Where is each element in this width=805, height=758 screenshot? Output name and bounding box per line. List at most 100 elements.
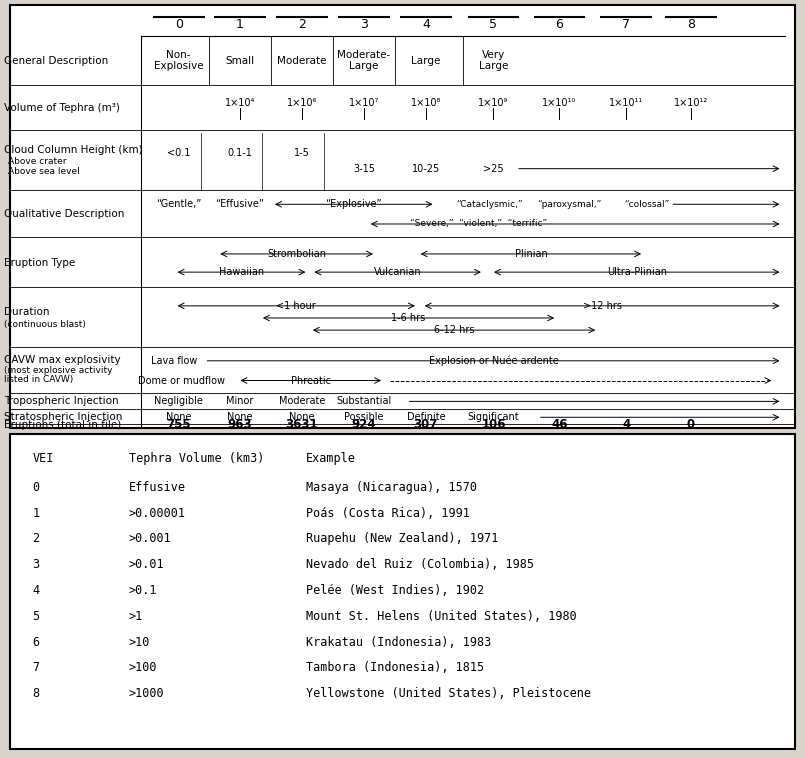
Text: 1×10⁹: 1×10⁹ — [478, 98, 509, 108]
Text: Effusive: Effusive — [129, 481, 186, 494]
Text: 1: 1 — [32, 506, 39, 520]
Text: Tambora (Indonesia), 1815: Tambora (Indonesia), 1815 — [306, 661, 484, 675]
Text: Above sea level: Above sea level — [8, 168, 80, 176]
Text: 46: 46 — [551, 418, 568, 431]
Text: Dome or mudflow: Dome or mudflow — [138, 375, 225, 386]
Text: 6: 6 — [555, 17, 563, 31]
Text: 1×10⁸: 1×10⁸ — [411, 98, 441, 108]
Text: 10-25: 10-25 — [411, 164, 440, 174]
Text: Ruapehu (New Zealand), 1971: Ruapehu (New Zealand), 1971 — [306, 532, 498, 546]
Text: Ultra-Plinian: Ultra-Plinian — [607, 267, 667, 277]
Text: Eruptions (total in file): Eruptions (total in file) — [4, 420, 122, 431]
Text: 963: 963 — [228, 418, 252, 431]
Text: >10: >10 — [129, 635, 151, 649]
Text: Plinian: Plinian — [514, 249, 547, 259]
Text: “Effusive”: “Effusive” — [216, 199, 264, 209]
Text: 2: 2 — [298, 17, 306, 31]
Text: Poás (Costa Rica), 1991: Poás (Costa Rica), 1991 — [306, 506, 470, 520]
Text: 6: 6 — [32, 635, 39, 649]
Text: Substantial: Substantial — [336, 396, 391, 406]
Text: (continuous blast): (continuous blast) — [4, 320, 86, 328]
Text: Volume of Tephra (m³): Volume of Tephra (m³) — [4, 102, 120, 113]
Text: 4: 4 — [622, 418, 630, 431]
Text: Lava flow: Lava flow — [151, 356, 198, 366]
Text: 5: 5 — [32, 609, 39, 623]
Text: Phreatic: Phreatic — [291, 375, 331, 386]
Text: “Cataclysmic,”: “Cataclysmic,” — [456, 200, 522, 208]
Text: “colossal”: “colossal” — [624, 200, 669, 208]
Text: Negligible: Negligible — [155, 396, 203, 406]
Text: Cloud Column Height (km): Cloud Column Height (km) — [4, 146, 142, 155]
Bar — [10, 434, 795, 749]
Text: >0.00001: >0.00001 — [129, 506, 186, 520]
Text: 1×10¹¹: 1×10¹¹ — [609, 98, 643, 108]
Text: 0: 0 — [175, 17, 183, 31]
Text: 924: 924 — [352, 418, 376, 431]
Text: Significant: Significant — [468, 412, 519, 422]
Bar — [10, 5, 795, 428]
Text: Duration: Duration — [4, 307, 50, 317]
Text: (most explosive activity: (most explosive activity — [4, 366, 113, 375]
Text: >0.001: >0.001 — [129, 532, 171, 546]
Text: Non-
Explosive: Non- Explosive — [154, 50, 204, 71]
Text: Strombolian: Strombolian — [267, 249, 326, 259]
Text: 1: 1 — [236, 17, 244, 31]
Text: “Severe,”  “violent,”  “terrific”: “Severe,” “violent,” “terrific” — [411, 220, 547, 228]
Text: Large: Large — [411, 55, 440, 66]
Text: Moderate: Moderate — [279, 396, 325, 406]
Text: 6-12 hrs: 6-12 hrs — [434, 325, 474, 335]
Text: Masaya (Nicaragua), 1570: Masaya (Nicaragua), 1570 — [306, 481, 477, 494]
Text: Minor: Minor — [226, 396, 254, 406]
Text: >1000: >1000 — [129, 687, 164, 700]
Text: Krakatau (Indonesia), 1983: Krakatau (Indonesia), 1983 — [306, 635, 491, 649]
Text: 5: 5 — [489, 17, 497, 31]
Text: 1×10⁴: 1×10⁴ — [225, 98, 255, 108]
Text: Tephra Volume (km3): Tephra Volume (km3) — [129, 452, 264, 465]
Text: 7: 7 — [32, 661, 39, 675]
Text: >0.1: >0.1 — [129, 584, 157, 597]
Text: 4: 4 — [32, 584, 39, 597]
Text: Very
Large: Very Large — [479, 50, 508, 71]
Text: listed in CAVW): listed in CAVW) — [4, 375, 73, 384]
Text: 8: 8 — [687, 17, 695, 31]
Text: 307: 307 — [414, 418, 438, 431]
Text: Tropospheric Injection: Tropospheric Injection — [4, 396, 118, 406]
Text: >25: >25 — [483, 164, 504, 174]
Text: 1×10¹⁰: 1×10¹⁰ — [543, 98, 576, 108]
Text: >0.01: >0.01 — [129, 558, 164, 572]
Text: Example: Example — [306, 452, 356, 465]
Text: Mount St. Helens (United States), 1980: Mount St. Helens (United States), 1980 — [306, 609, 576, 623]
Text: <1 hour: <1 hour — [276, 301, 316, 311]
Text: 0.1-1: 0.1-1 — [228, 149, 252, 158]
Text: >1: >1 — [129, 609, 143, 623]
Text: 3: 3 — [32, 558, 39, 572]
Text: VEI: VEI — [32, 452, 54, 465]
Text: 1×10¹²: 1×10¹² — [674, 98, 708, 108]
Text: 1×10⁷: 1×10⁷ — [349, 98, 379, 108]
Text: Definite: Definite — [407, 412, 445, 422]
Text: None: None — [227, 412, 253, 422]
Text: 3: 3 — [360, 17, 368, 31]
Text: Stratospheric Injection: Stratospheric Injection — [4, 412, 122, 422]
Text: 0: 0 — [687, 418, 695, 431]
Text: CAVW max explosivity: CAVW max explosivity — [4, 355, 121, 365]
Text: Qualitative Description: Qualitative Description — [4, 209, 125, 219]
Text: Hawaiian: Hawaiian — [219, 267, 264, 277]
Text: Moderate: Moderate — [277, 55, 327, 66]
Text: <0.1: <0.1 — [167, 149, 191, 158]
Text: None: None — [166, 412, 192, 422]
Text: “Explosive”: “Explosive” — [325, 199, 382, 209]
Text: “paroxysmal,”: “paroxysmal,” — [537, 200, 601, 208]
Text: Small: Small — [225, 55, 254, 66]
Text: 7: 7 — [622, 17, 630, 31]
Text: 106: 106 — [481, 418, 506, 431]
Text: General Description: General Description — [4, 55, 109, 66]
Text: “Gentle,”: “Gentle,” — [156, 199, 201, 209]
Text: 3631: 3631 — [286, 418, 318, 431]
Text: 1×10⁶: 1×10⁶ — [287, 98, 317, 108]
Text: 755: 755 — [167, 418, 191, 431]
Text: 2: 2 — [32, 532, 39, 546]
Text: >12 hrs: >12 hrs — [583, 301, 621, 311]
Text: Explosion or Nuée ardente: Explosion or Nuée ardente — [428, 356, 559, 366]
Text: Nevado del Ruiz (Colombia), 1985: Nevado del Ruiz (Colombia), 1985 — [306, 558, 534, 572]
